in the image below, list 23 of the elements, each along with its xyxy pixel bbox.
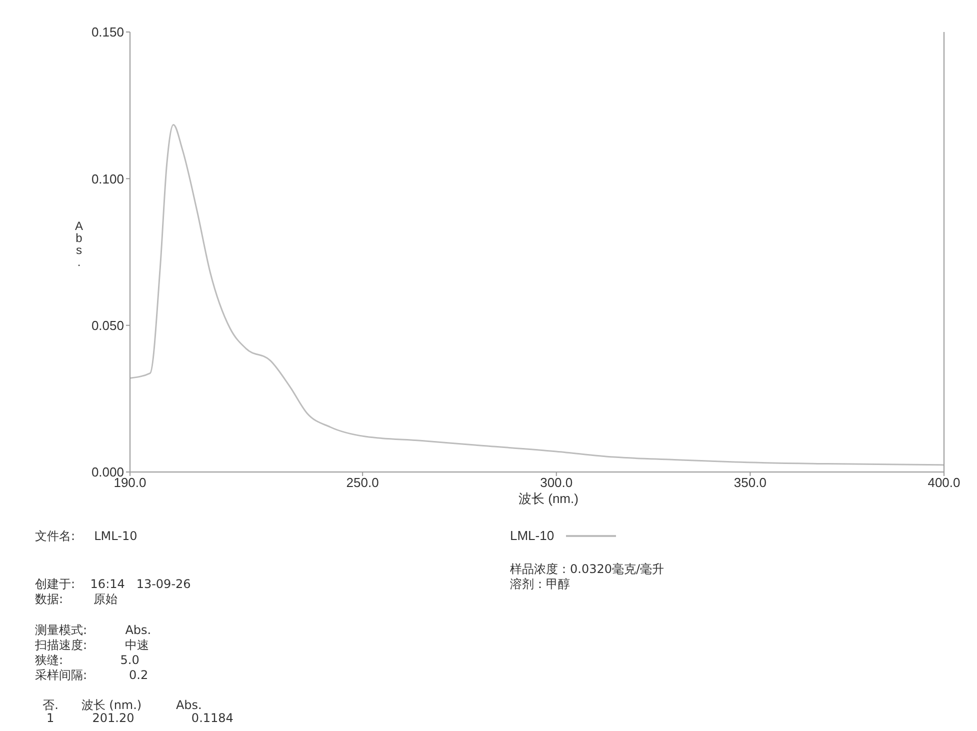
x-tick-label: 300.0	[540, 475, 573, 490]
text: 文件名: LML-10	[35, 528, 138, 545]
x-axis-title: 波长 (nm.)	[518, 490, 580, 508]
text: 样品浓度：0.0320毫克/毫升	[510, 561, 664, 578]
y-tick-label: 0.100	[91, 171, 124, 186]
text: 测量模式: Abs.	[35, 622, 152, 639]
x-tick-label: 190.0	[114, 475, 146, 490]
x-tick-label: 250.0	[346, 475, 379, 490]
line-series	[130, 124, 944, 466]
text: 否. 波长 (nm.) Abs.	[42, 697, 202, 713]
y-tick-label: 0.050	[91, 318, 124, 333]
text: 采样间隔: 0.2	[35, 667, 148, 684]
x-tick-label: 350.0	[734, 475, 766, 490]
y-tick-label: 0.150	[91, 24, 124, 40]
text: 1 201.20 0.1184	[45, 711, 234, 725]
x-tick-label: 400.0	[928, 475, 960, 490]
y-axis-title: Abs.	[74, 219, 84, 269]
legend-label: LML-10	[510, 528, 554, 543]
text: 创建于: 16:14 13-09-26	[35, 576, 191, 593]
text: 数据: 原始	[35, 591, 118, 608]
text: 溶剂：甲醇	[510, 576, 570, 593]
text: 扫描速度: 中速	[35, 637, 150, 654]
text: 狭缝: 5.0	[35, 652, 140, 669]
